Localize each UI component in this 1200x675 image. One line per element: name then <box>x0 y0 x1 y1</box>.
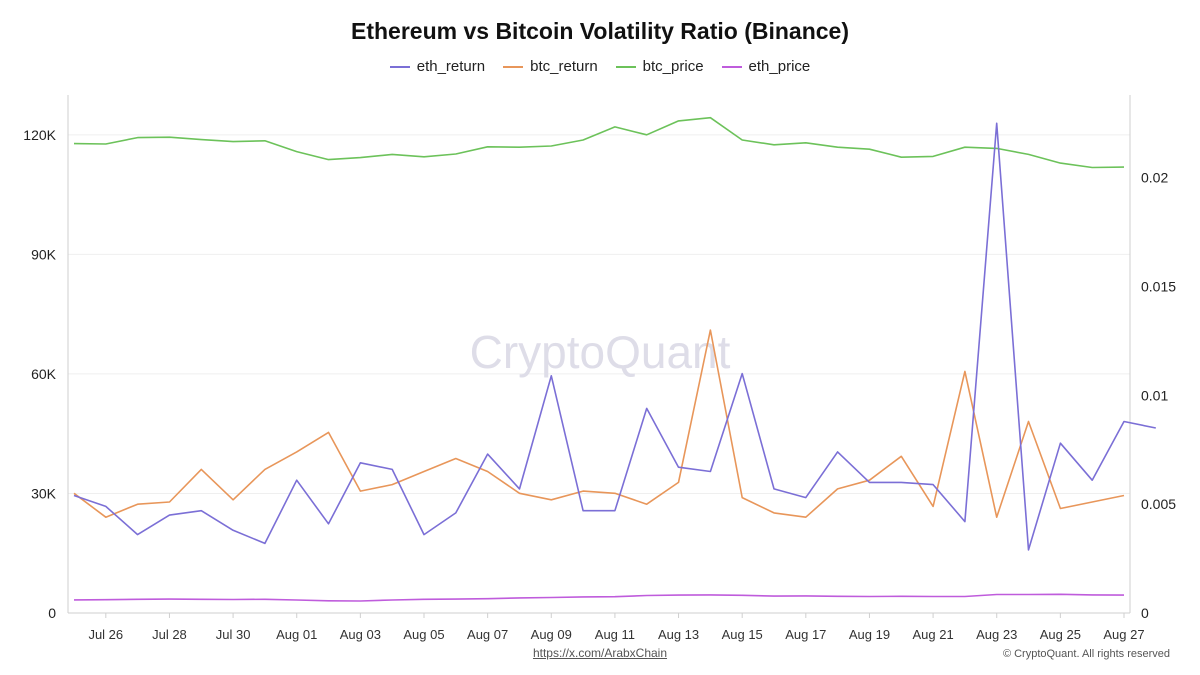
x-tick-label: Aug 17 <box>785 627 826 642</box>
legend-label-btc-price: btc_price <box>642 58 704 75</box>
x-tick-label: Aug 01 <box>276 627 317 642</box>
x-tick-label: Aug 03 <box>340 627 381 642</box>
legend-swatch-eth-return <box>389 65 410 68</box>
grid-lines <box>68 134 1130 494</box>
series-line-eth-return <box>73 122 1156 551</box>
x-tick-label: Aug 21 <box>912 627 953 642</box>
x-tick-label: Aug 25 <box>1040 627 1081 642</box>
y-right-tick-label: 0.02 <box>1141 170 1168 186</box>
x-tick-label: Aug 15 <box>722 627 763 642</box>
legend-label-eth-price: eth_price <box>748 58 811 75</box>
y-left-tick-label: 90K <box>31 246 57 262</box>
y-left-tick-label: 60K <box>31 366 57 382</box>
x-tick-label: Jul 26 <box>88 627 123 642</box>
y-right-tick-label: 0.01 <box>1141 387 1168 403</box>
legend-item-eth-return[interactable]: eth_return <box>389 58 486 75</box>
watermark: CryptoQuant <box>470 326 731 378</box>
legend-item-btc-price[interactable]: btc_price <box>615 58 704 75</box>
y-right-tick-label: 0.005 <box>1141 496 1176 512</box>
x-tick-label: Aug 07 <box>467 627 508 642</box>
legend-swatch-btc-price <box>615 65 636 68</box>
series-lines <box>73 116 1156 602</box>
y-left-tick-label: 30K <box>31 485 57 501</box>
chart-legend: eth_return btc_return btc_price eth_pric… <box>0 58 1200 75</box>
chart-title: Ethereum vs Bitcoin Volatility Ratio (Bi… <box>351 18 849 44</box>
legend-label-btc-return: btc_return <box>530 58 598 75</box>
y-right-tick-label: 0 <box>1141 605 1149 621</box>
y-left-tick-label: 0 <box>48 605 56 621</box>
y-right-tick-label: 0.015 <box>1141 279 1176 295</box>
copyright-notice: © CryptoQuant. All rights reserved <box>1002 648 1170 660</box>
legend-label-eth-return: eth_return <box>416 58 486 75</box>
x-tick-label: Aug 05 <box>403 627 444 642</box>
series-line-btc-return <box>73 329 1125 519</box>
series-line-eth-price <box>73 593 1125 602</box>
axes: 0 30K 60K 90K 120K 0 0.005 0.01 0.015 0.02 Jul 26 J… <box>23 95 1176 642</box>
legend-swatch-btc-return <box>503 65 524 68</box>
x-tick-label: Jul 30 <box>216 627 251 642</box>
x-tick-label: Aug 27 <box>1103 627 1144 642</box>
legend-item-eth-price[interactable]: eth_price <box>721 58 811 75</box>
y-left-tick-label: 120K <box>23 127 56 143</box>
x-tick-label: Jul 28 <box>152 627 187 642</box>
legend-swatch-eth-price <box>721 65 742 68</box>
x-tick-label: Aug 09 <box>531 627 572 642</box>
legend-item-btc-return[interactable]: btc_return <box>503 58 598 75</box>
x-tick-label: Aug 13 <box>658 627 699 642</box>
x-tick-label: Aug 23 <box>976 627 1017 642</box>
x-tick-label: Aug 11 <box>595 627 635 642</box>
series-line-btc-price <box>73 116 1125 169</box>
x-tick-label: Aug 19 <box>849 627 890 642</box>
footer-link[interactable]: https://x.com/ArabxChain <box>532 646 668 660</box>
